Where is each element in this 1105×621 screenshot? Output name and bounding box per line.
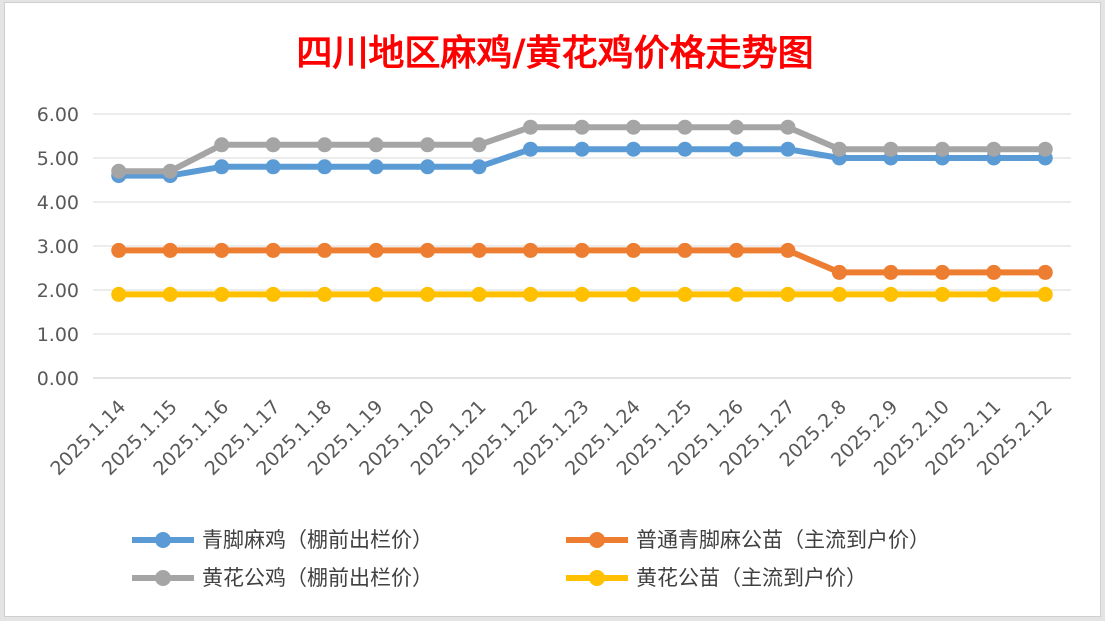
legend-item: 青脚麻鸡（棚前出栏价） xyxy=(132,528,433,552)
data-point xyxy=(317,286,333,302)
data-point xyxy=(214,137,230,153)
data-point xyxy=(986,141,1002,157)
data-point xyxy=(883,286,899,302)
data-point xyxy=(728,242,744,258)
data-point xyxy=(523,141,539,157)
series-4 xyxy=(111,286,1053,302)
legend-swatch-marker xyxy=(155,532,171,548)
legend-label: 青脚麻鸡（棚前出栏价） xyxy=(202,528,433,552)
series-1 xyxy=(111,141,1053,184)
data-point xyxy=(265,242,281,258)
legend-label: 黄花公鸡（棚前出栏价） xyxy=(202,566,433,590)
legend-label: 黄花公苗（主流到户价） xyxy=(636,566,867,590)
line-chart: 四川地区麻鸡/黄花鸡价格走势图 0.00 1.00 2.00 3.00 4.00 5.00… xyxy=(37,32,1071,590)
data-point xyxy=(214,242,230,258)
data-point xyxy=(934,286,950,302)
data-point xyxy=(420,286,436,302)
chart-area: 四川地区麻鸡/黄花鸡价格走势图 0.00 1.00 2.00 3.00 4.00 5.00… xyxy=(4,2,1101,617)
data-point xyxy=(831,264,847,280)
data-point xyxy=(574,286,590,302)
data-point xyxy=(317,137,333,153)
data-point xyxy=(471,242,487,258)
data-point xyxy=(728,119,744,135)
data-point xyxy=(728,286,744,302)
data-point xyxy=(420,137,436,153)
series-2 xyxy=(111,242,1053,280)
data-point xyxy=(934,141,950,157)
y-tick-label: 0.00 xyxy=(37,368,79,390)
data-point xyxy=(625,286,641,302)
legend-swatch-marker xyxy=(589,570,605,586)
data-point xyxy=(574,141,590,157)
chart-title: 四川地区麻鸡/黄花鸡价格走势图 xyxy=(296,32,813,74)
y-tick-label: 2.00 xyxy=(37,280,79,302)
data-point xyxy=(162,163,178,179)
data-point xyxy=(986,286,1002,302)
data-point xyxy=(214,286,230,302)
y-tick-label: 5.00 xyxy=(37,148,79,170)
data-point xyxy=(883,141,899,157)
legend-item: 黄花公鸡（棚前出栏价） xyxy=(132,566,433,590)
data-point xyxy=(368,242,384,258)
data-point xyxy=(831,141,847,157)
legend: 青脚麻鸡（棚前出栏价） 普通青脚麻公苗（主流到户价） 黄花公鸡（棚前出栏价） 黄花公苗… xyxy=(132,528,930,590)
data-point xyxy=(523,242,539,258)
data-point xyxy=(677,119,693,135)
data-point xyxy=(162,242,178,258)
data-point xyxy=(986,264,1002,280)
data-point xyxy=(677,141,693,157)
legend-swatch-marker xyxy=(155,570,171,586)
data-point xyxy=(523,119,539,135)
y-tick-label: 1.00 xyxy=(37,324,79,346)
data-point xyxy=(1037,264,1053,280)
data-point xyxy=(780,242,796,258)
y-tick-label: 4.00 xyxy=(37,192,79,214)
data-point xyxy=(111,286,127,302)
data-point xyxy=(677,242,693,258)
data-point xyxy=(368,137,384,153)
legend-item: 普通青脚麻公苗（主流到户价） xyxy=(566,528,930,552)
data-point xyxy=(934,264,950,280)
data-point xyxy=(780,141,796,157)
data-point xyxy=(471,159,487,175)
data-point xyxy=(471,137,487,153)
data-point xyxy=(471,286,487,302)
series-group xyxy=(111,119,1053,302)
y-tick-label: 6.00 xyxy=(37,104,79,126)
legend-label: 普通青脚麻公苗（主流到户价） xyxy=(636,528,930,552)
data-point xyxy=(317,159,333,175)
data-point xyxy=(1037,286,1053,302)
data-point xyxy=(368,159,384,175)
data-point xyxy=(111,163,127,179)
data-point xyxy=(111,242,127,258)
data-point xyxy=(574,119,590,135)
data-point xyxy=(420,159,436,175)
data-point xyxy=(420,242,436,258)
data-point xyxy=(265,286,281,302)
data-point xyxy=(368,286,384,302)
data-point xyxy=(831,286,847,302)
series-3 xyxy=(111,119,1053,179)
data-point xyxy=(780,119,796,135)
data-point xyxy=(883,264,899,280)
legend-swatch-marker xyxy=(589,532,605,548)
data-point xyxy=(317,242,333,258)
data-point xyxy=(523,286,539,302)
legend-item: 黄花公苗（主流到户价） xyxy=(566,566,867,590)
data-point xyxy=(728,141,744,157)
data-point xyxy=(162,286,178,302)
data-point xyxy=(1037,141,1053,157)
data-point xyxy=(625,119,641,135)
x-axis-ticks: 2025.1.142025.1.152025.1.162025.1.172025… xyxy=(46,396,1056,480)
data-point xyxy=(265,159,281,175)
data-point xyxy=(677,286,693,302)
data-point xyxy=(574,242,590,258)
data-point xyxy=(214,159,230,175)
data-point xyxy=(780,286,796,302)
y-axis-ticks: 0.00 1.00 2.00 3.00 4.00 5.00 6.00 xyxy=(37,104,79,390)
data-point xyxy=(625,141,641,157)
data-point xyxy=(625,242,641,258)
y-tick-label: 3.00 xyxy=(37,236,79,258)
data-point xyxy=(265,137,281,153)
